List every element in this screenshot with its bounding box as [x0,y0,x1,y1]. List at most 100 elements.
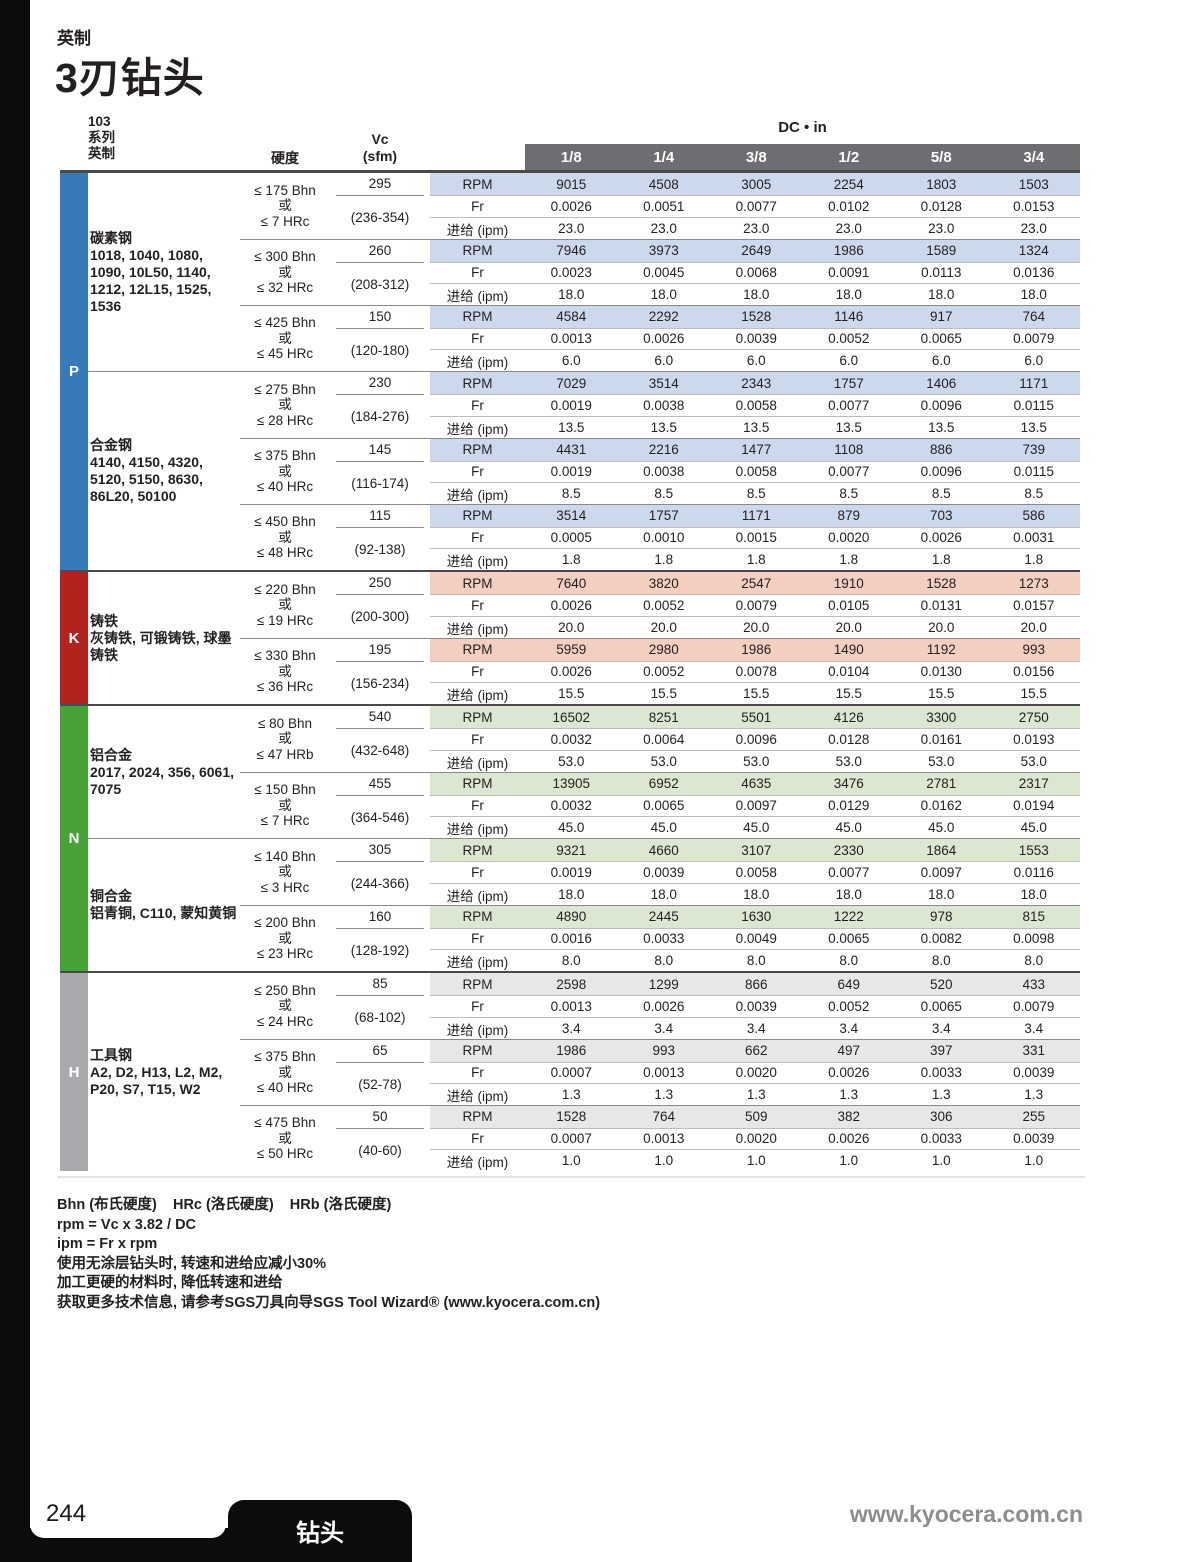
section-color-bar: P [60,173,88,570]
rpm-value-cell: 4584 [525,306,618,328]
ipm-row: 进给 (ipm) 45.0 45.0 45.0 45.0 45.0 45.0 [430,816,1080,838]
hardness-block: ≤ 200 Bhn 或 ≤ 23 HRc 160 (128-192) RPM 4890 2… [240,905,1080,971]
diameter-header-bar: 1/8 1/4 3/8 1/2 5/8 3/4 [525,144,1080,170]
vc-divider [336,527,424,528]
rpm-value-cell: 1477 [710,439,803,461]
rpm-row: RPM 7946 3973 2649 1986 1589 1324 [430,240,1080,262]
vc-divider [336,995,424,996]
ipm-value-cell: 15.5 [928,686,955,702]
rpm-value-cell: 1757 [802,372,895,394]
rpm-row-label: RPM [430,839,525,861]
footnote-line: rpm = Vc x 3.82 / DC [57,1216,197,1233]
vc-value: 305 [368,842,392,857]
fr-row-label: Fr [471,999,484,1014]
vc-range: (432-648) [350,743,410,758]
fr-row: Fr 0.0007 0.0013 0.0020 0.0026 0.0033 0.0039 [430,1127,1080,1150]
vc-cell: 230 (184-276) [330,372,430,438]
rpm-row-label: RPM [430,306,525,328]
chapter-tab-label: 钻头 [296,1520,344,1547]
fr-value-cell: 0.0052 [828,331,870,347]
series-label: 103 系列 英制 [88,114,115,161]
hardness-cell: ≤ 330 Bhn 或 ≤ 36 HRc [254,648,316,695]
vc-cell: 160 (128-192) [330,906,430,971]
fr-row-label: Fr [471,199,484,214]
fr-row-label: Fr [471,331,484,347]
ipm-value-cell: 20.0 [743,620,770,635]
ipm-value-cell: 6.0 [654,353,674,369]
rpm-row: RPM 16502 8251 5501 4126 3300 2750 [430,706,1080,728]
fr-value-cell: 0.0010 [643,530,685,546]
ipm-value-cell: 18.0 [928,887,955,902]
rpm-value-cell: 1146 [802,306,895,328]
fr-row: Fr 0.0019 0.0039 0.0058 0.0077 0.0097 0.0116 [430,861,1080,883]
ipm-value-cell: 1.8 [1024,552,1044,568]
hardness-blocks: ≤ 275 Bhn 或 ≤ 28 HRc 230 (184-276) RPM 7029 3… [240,372,1080,570]
vc-divider [336,1128,424,1129]
fr-value-cell: 0.0038 [643,398,685,413]
material-name-cell: 铜合金 铝青铜, C110, 蒙知黄铜 [88,839,240,971]
rpm-value-cell: 7946 [525,240,618,262]
ipm-value-cell: 18.0 [743,887,770,902]
rpm-row: RPM 1986 993 662 497 397 331 [430,1040,1080,1062]
ipm-value-cell: 6.0 [839,353,859,369]
fr-value-cell: 0.0077 [735,199,777,214]
rpm-value-cell: 1589 [895,240,988,262]
fr-value-cell: 0.0065 [920,999,962,1014]
rpm-value-cell: 1171 [710,505,803,527]
hardness-blocks: ≤ 220 Bhn 或 ≤ 19 HRc 250 (200-300) RPM 7640 3… [240,572,1080,704]
ipm-value-cell: 1.8 [839,552,859,568]
fr-row-label: Fr [471,464,484,480]
rpm-value-cell: 2254 [802,173,895,195]
fr-value-cell: 0.0194 [1013,798,1055,814]
section-code-label: N [68,830,80,847]
rpm-value-cell: 5501 [710,706,803,728]
rpm-row-label: RPM [430,572,525,594]
ipm-value-cell: 3.4 [746,1021,766,1036]
vc-range: (156-234) [350,675,410,691]
ipm-value-cell: 13.5 [558,420,585,435]
material-section-H: H 工具钢 A2, D2, H13, L2, M2, P20, S7, T15, W… [60,971,1080,1171]
footnotes: Bhn (布氏硬度) HRc (洛氏硬度) HRb (洛氏硬度) rpm = Vc… [57,1196,600,1313]
ipm-value-cell: 8.5 [931,486,951,502]
material-grades: 灰铸铁, 可锻铸铁, 球墨铸铁 [90,629,232,663]
hardness-cell: ≤ 475 Bhn 或 ≤ 50 HRc [254,1115,316,1162]
ipm-value-cell: 18.0 [558,887,585,902]
fr-value-cell: 0.0039 [1013,1065,1055,1081]
vc-divider [336,328,424,329]
page-subtitle: 英制 [57,29,91,48]
ipm-value-cell: 20.0 [928,620,955,635]
hardness-block: ≤ 150 Bhn 或 ≤ 7 HRc 455 (364-546) RPM 13905 6… [240,772,1080,838]
ipm-value-cell: 1.8 [746,552,766,568]
rpm-value-cell: 993 [987,639,1080,661]
fr-row-label: Fr [471,598,484,613]
rpm-value-cell: 886 [895,439,988,461]
hardness-block: ≤ 220 Bhn 或 ≤ 19 HRc 250 (200-300) RPM 7640 3… [240,572,1080,638]
ipm-row: 进给 (ipm) 23.0 23.0 23.0 23.0 23.0 23.0 [430,217,1080,239]
fr-value-cell: 0.0064 [643,732,685,747]
ipm-row: 进给 (ipm) 1.0 1.0 1.0 1.0 1.0 1.0 [430,1149,1080,1171]
footnote-line: 使用无涂层钻头时, 转速和进给应减小30% [57,1255,327,1272]
speed-feed-rows: RPM 3514 1757 1171 879 703 586 Fr 0.0005 0.0010 0.… [430,505,1080,570]
hardness-block: ≤ 475 Bhn 或 ≤ 50 HRc 50 (40-60) RPM 1528 764 5… [240,1105,1080,1171]
speed-feed-rows: RPM 4584 2292 1528 1146 917 764 Fr 0.0013 0.0026 0… [430,306,1080,371]
fr-row: Fr 0.0026 0.0051 0.0077 0.0102 0.0128 0.0153 [430,195,1080,217]
page-number-tab: 244 [30,1490,226,1538]
material-grades: 2017, 2024, 356, 6061, 7075 [90,763,235,797]
fr-value-cell: 0.0082 [920,931,962,947]
fr-row: Fr 0.0023 0.0045 0.0068 0.0091 0.0113 0.0136 [430,261,1080,284]
fr-value-cell: 0.0097 [920,865,962,880]
speed-feed-rows: RPM 4890 2445 1630 1222 978 815 Fr 0.0016 0.0033 0… [430,906,1080,971]
rpm-row-label: RPM [430,1106,525,1128]
fr-value-cell: 0.0065 [828,931,870,947]
ipm-row: 进给 (ipm) 8.5 8.5 8.5 8.5 8.5 8.5 [430,482,1080,504]
hardness-block: ≤ 140 Bhn 或 ≤ 3 HRc 305 (244-366) RPM 9321 46… [240,839,1080,905]
rpm-value-cell: 993 [617,1040,710,1062]
rpm-row-label: RPM [430,240,525,262]
material-grades: 铝青铜, C110, 蒙知黄铜 [90,905,237,921]
rpm-value-cell: 1299 [617,973,710,995]
speed-feed-rows: RPM 1528 764 509 382 306 255 Fr 0.0007 0.0013 0.00… [430,1106,1080,1171]
ipm-row: 进给 (ipm) 53.0 53.0 53.0 53.0 53.0 53.0 [430,750,1080,772]
left-spine-bar [0,0,30,1562]
rpm-value-cell: 1864 [895,839,988,861]
rpm-value-cell: 433 [987,973,1080,995]
